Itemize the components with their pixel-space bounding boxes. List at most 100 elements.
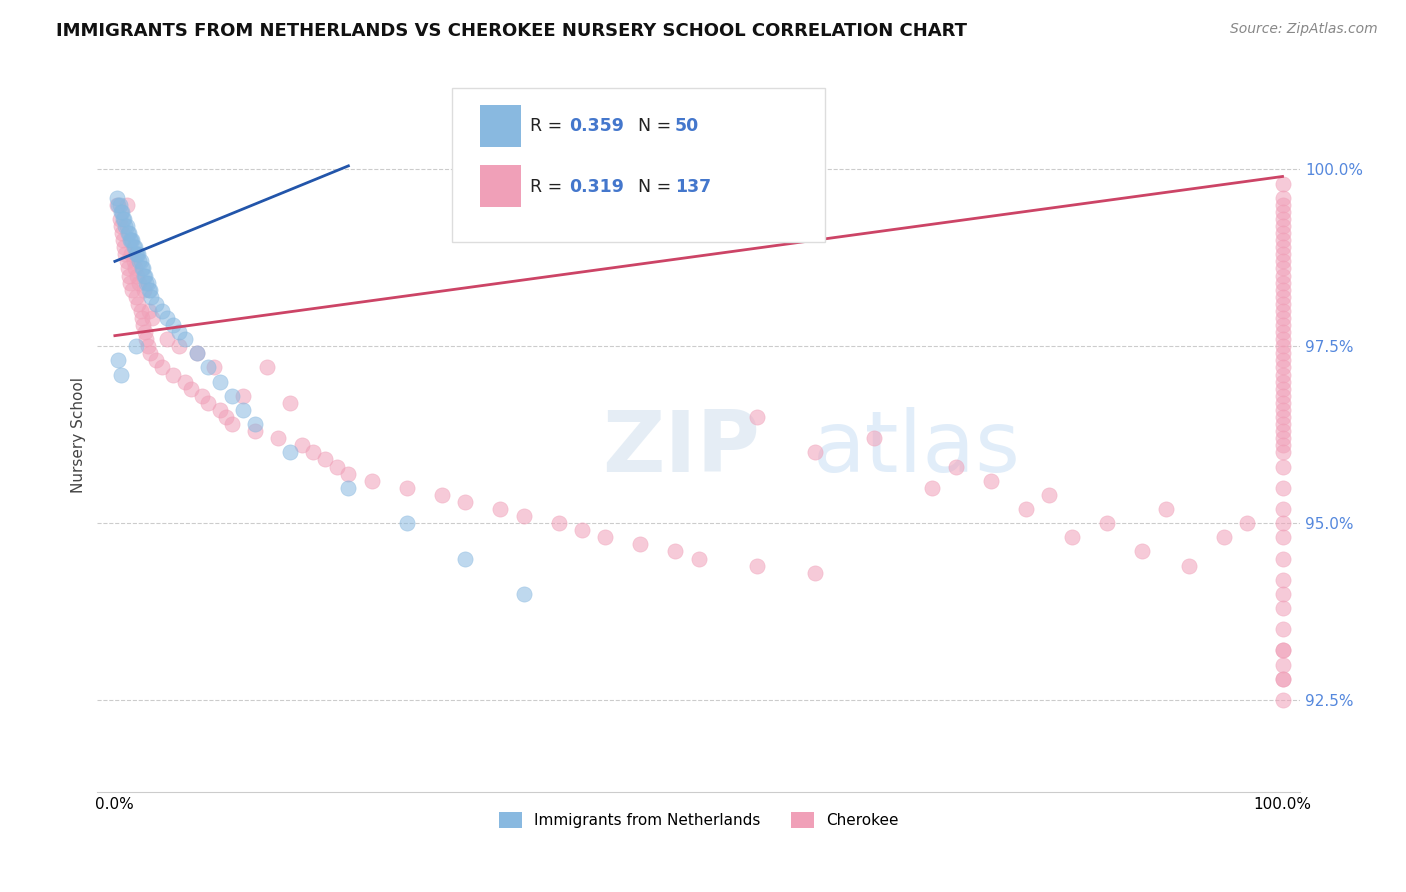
Point (337, 467, 360, 481)
Point (186, 346, 208, 360)
Point (112, 233, 135, 247)
Point (114, 219, 136, 233)
Point (454, 495, 477, 509)
Text: Source: ZipAtlas.com: Source: ZipAtlas.com (1230, 22, 1378, 37)
Point (221, 417, 243, 431)
Point (186, 346, 208, 360)
Point (1271, 382, 1294, 396)
Point (360, 474, 382, 488)
Point (197, 360, 219, 375)
Point (1132, 544, 1154, 558)
Point (278, 396, 301, 410)
Point (134, 325, 156, 339)
Point (125, 247, 148, 261)
Point (302, 445, 325, 459)
Point (115, 198, 138, 212)
Point (314, 452, 336, 467)
Point (110, 219, 132, 233)
Point (125, 247, 148, 261)
Point (863, 431, 886, 445)
Point (197, 396, 219, 410)
Point (1271, 297, 1294, 311)
Point (135, 332, 157, 346)
Point (1271, 261, 1294, 276)
Point (135, 276, 157, 290)
Point (124, 261, 146, 276)
Point (124, 240, 146, 254)
Text: 0.359: 0.359 (569, 117, 624, 135)
Point (136, 339, 159, 353)
Point (191, 389, 214, 403)
Point (121, 283, 143, 297)
FancyBboxPatch shape (479, 165, 520, 208)
Point (162, 318, 184, 332)
Point (1038, 488, 1060, 502)
Point (1271, 530, 1294, 544)
Point (112, 240, 135, 254)
Point (118, 276, 141, 290)
Point (136, 276, 159, 290)
Point (132, 268, 155, 283)
Point (628, 537, 651, 551)
Point (243, 417, 266, 431)
Point (1271, 247, 1294, 261)
Point (1271, 445, 1294, 459)
Point (145, 353, 167, 368)
Point (804, 445, 827, 459)
Point (120, 233, 142, 247)
Point (117, 261, 139, 276)
Point (1271, 177, 1294, 191)
Y-axis label: Nursery School: Nursery School (72, 376, 86, 492)
Point (118, 233, 141, 247)
Point (395, 481, 418, 495)
Point (129, 254, 152, 268)
Point (110, 205, 132, 219)
Point (115, 219, 138, 233)
Text: 50: 50 (675, 117, 699, 135)
Point (1271, 240, 1294, 254)
Point (1271, 417, 1294, 431)
Point (745, 558, 768, 573)
Point (243, 424, 266, 438)
Point (111, 205, 134, 219)
Point (156, 310, 179, 325)
Point (138, 283, 160, 297)
Point (256, 360, 278, 375)
Point (512, 587, 534, 601)
Point (1271, 254, 1294, 268)
Point (112, 211, 135, 226)
Point (1271, 410, 1294, 425)
Point (1271, 643, 1294, 657)
Point (128, 254, 150, 268)
Point (132, 318, 155, 332)
Point (1271, 643, 1294, 657)
Point (208, 403, 231, 417)
Point (430, 488, 453, 502)
Point (114, 247, 136, 261)
Point (132, 261, 155, 276)
Point (337, 481, 360, 495)
Point (593, 530, 616, 544)
Point (267, 431, 290, 445)
Point (162, 368, 184, 382)
Point (1014, 502, 1036, 516)
Point (1213, 530, 1236, 544)
Point (1236, 516, 1258, 530)
Point (167, 325, 190, 339)
Point (1271, 325, 1294, 339)
Point (921, 481, 943, 495)
Point (125, 339, 148, 353)
Point (202, 360, 225, 375)
Point (138, 304, 160, 318)
Point (1271, 693, 1294, 707)
Text: ZIP: ZIP (603, 408, 761, 491)
Point (745, 410, 768, 425)
Point (139, 290, 162, 304)
Point (1271, 339, 1294, 353)
Point (156, 332, 179, 346)
Point (1271, 403, 1294, 417)
Point (1271, 389, 1294, 403)
Point (1271, 360, 1294, 375)
Point (1271, 233, 1294, 247)
Point (1271, 332, 1294, 346)
